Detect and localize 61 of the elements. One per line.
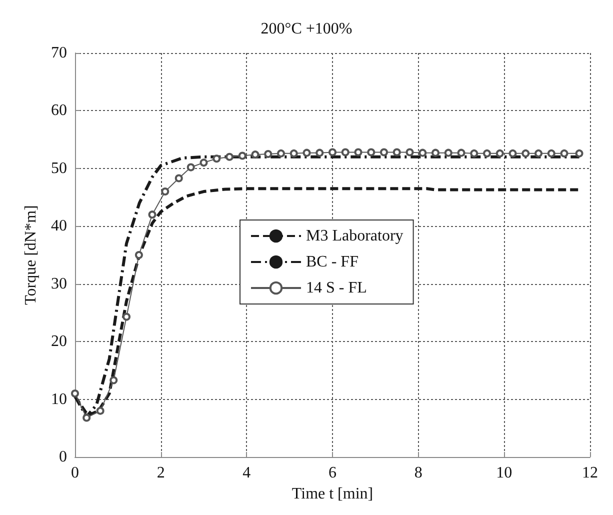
legend-label: M3 Laboratory bbox=[306, 228, 404, 244]
point bbox=[212, 154, 221, 163]
point bbox=[161, 188, 170, 196]
point bbox=[380, 148, 388, 156]
y-tick-label: 50 bbox=[51, 160, 67, 177]
point bbox=[418, 148, 427, 157]
point bbox=[134, 251, 143, 259]
point bbox=[522, 149, 530, 158]
point bbox=[560, 149, 568, 158]
point bbox=[457, 148, 466, 157]
legend-label: 14 S - FL bbox=[306, 280, 367, 296]
point bbox=[470, 149, 478, 158]
point bbox=[122, 312, 130, 321]
point bbox=[444, 148, 452, 157]
point bbox=[547, 149, 556, 158]
point bbox=[226, 152, 234, 161]
x-tick-label: 10 bbox=[496, 464, 512, 482]
y-tick-label: 60 bbox=[51, 102, 67, 120]
x-tick-label: 8 bbox=[414, 464, 422, 482]
point bbox=[483, 149, 491, 158]
point bbox=[496, 149, 504, 158]
x-tick-label: 12 bbox=[582, 464, 598, 482]
point bbox=[354, 148, 362, 156]
y-tick-label: 0 bbox=[59, 448, 67, 466]
point bbox=[186, 163, 195, 172]
x-tick-label: 6 bbox=[328, 464, 336, 482]
point bbox=[174, 174, 183, 182]
point bbox=[71, 390, 79, 398]
point bbox=[534, 149, 542, 158]
chart-title: 200°C +100% bbox=[260, 20, 352, 38]
point bbox=[238, 152, 246, 160]
point bbox=[406, 148, 414, 156]
point bbox=[251, 150, 260, 159]
x-tick-label: 0 bbox=[71, 464, 79, 482]
point bbox=[328, 148, 336, 156]
point bbox=[367, 148, 376, 156]
point bbox=[432, 148, 440, 157]
point bbox=[96, 406, 104, 415]
point bbox=[148, 210, 156, 219]
point bbox=[392, 148, 401, 156]
y-tick-label: 20 bbox=[51, 333, 67, 350]
point bbox=[302, 148, 311, 157]
x-tick-label: 4 bbox=[242, 464, 251, 482]
point bbox=[341, 148, 350, 156]
y-tick-label: 70 bbox=[51, 44, 67, 62]
point bbox=[508, 149, 517, 158]
y-axis-title: Torque [dN*m] bbox=[22, 205, 40, 305]
x-axis-title: Time t [min] bbox=[292, 485, 374, 502]
point bbox=[110, 376, 118, 384]
x-tick-label: 2 bbox=[156, 464, 165, 482]
point bbox=[264, 150, 272, 158]
point bbox=[200, 158, 208, 167]
point bbox=[277, 149, 285, 158]
point bbox=[82, 414, 91, 422]
y-tick-label: 30 bbox=[51, 275, 67, 292]
point bbox=[290, 149, 298, 158]
legend-label: BC - FF bbox=[306, 254, 359, 270]
y-tick-label: 10 bbox=[51, 390, 67, 408]
point bbox=[575, 149, 584, 158]
point bbox=[316, 148, 324, 157]
y-tick-label: 40 bbox=[51, 218, 67, 235]
